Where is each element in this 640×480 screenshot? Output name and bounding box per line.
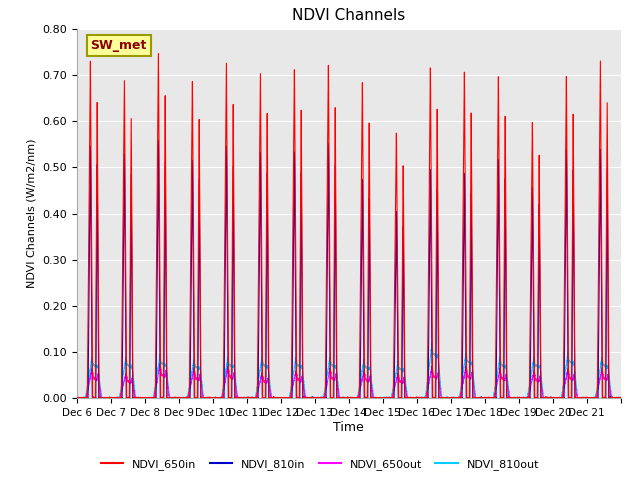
NDVI_810out	[617, 395, 625, 401]
NDVI_650in	[73, 396, 81, 401]
NDVI_810out	[270, 396, 278, 401]
NDVI_650out	[617, 395, 625, 401]
NDVI_810in	[617, 395, 625, 401]
Line: NDVI_810out: NDVI_810out	[77, 343, 621, 398]
NDVI_650in	[395, 395, 403, 401]
NDVI_650out	[506, 395, 513, 401]
NDVI_810out	[476, 396, 484, 401]
Line: NDVI_810in: NDVI_810in	[77, 140, 621, 398]
NDVI_650out	[100, 395, 108, 400]
NDVI_650in	[617, 395, 625, 400]
X-axis label: Time: Time	[333, 421, 364, 434]
NDVI_650in	[419, 395, 426, 401]
NDVI_650out	[270, 396, 278, 401]
NDVI_810in	[100, 395, 108, 401]
NDVI_810out	[100, 395, 108, 400]
NDVI_810out	[506, 392, 513, 397]
NDVI_810out	[428, 340, 436, 346]
Legend: NDVI_650in, NDVI_810in, NDVI_650out, NDVI_810out: NDVI_650in, NDVI_810in, NDVI_650out, NDV…	[97, 455, 543, 474]
NDVI_650in	[506, 396, 513, 401]
NDVI_650out	[476, 395, 484, 401]
NDVI_650in	[476, 396, 484, 401]
NDVI_810in	[506, 396, 513, 401]
NDVI_650in	[100, 396, 108, 401]
Line: NDVI_650in: NDVI_650in	[77, 53, 621, 398]
Text: SW_met: SW_met	[90, 39, 147, 52]
NDVI_650in	[155, 50, 163, 56]
NDVI_650out	[73, 395, 81, 401]
Title: NDVI Channels: NDVI Channels	[292, 9, 405, 24]
NDVI_810in	[419, 396, 426, 401]
NDVI_810out	[73, 396, 81, 401]
NDVI_810in	[395, 396, 403, 401]
NDVI_810out	[419, 396, 426, 401]
NDVI_810in	[73, 396, 81, 401]
NDVI_650out	[395, 374, 403, 380]
Line: NDVI_650out: NDVI_650out	[77, 363, 621, 398]
Y-axis label: NDVI Channels (W/m2/nm): NDVI Channels (W/m2/nm)	[27, 139, 36, 288]
NDVI_650out	[156, 360, 164, 366]
NDVI_810in	[155, 137, 163, 143]
NDVI_650out	[419, 396, 426, 401]
NDVI_650in	[270, 396, 278, 401]
NDVI_810in	[476, 396, 484, 401]
NDVI_650out	[73, 396, 81, 401]
NDVI_810in	[270, 396, 278, 401]
NDVI_650in	[73, 396, 81, 401]
NDVI_810out	[395, 362, 403, 368]
